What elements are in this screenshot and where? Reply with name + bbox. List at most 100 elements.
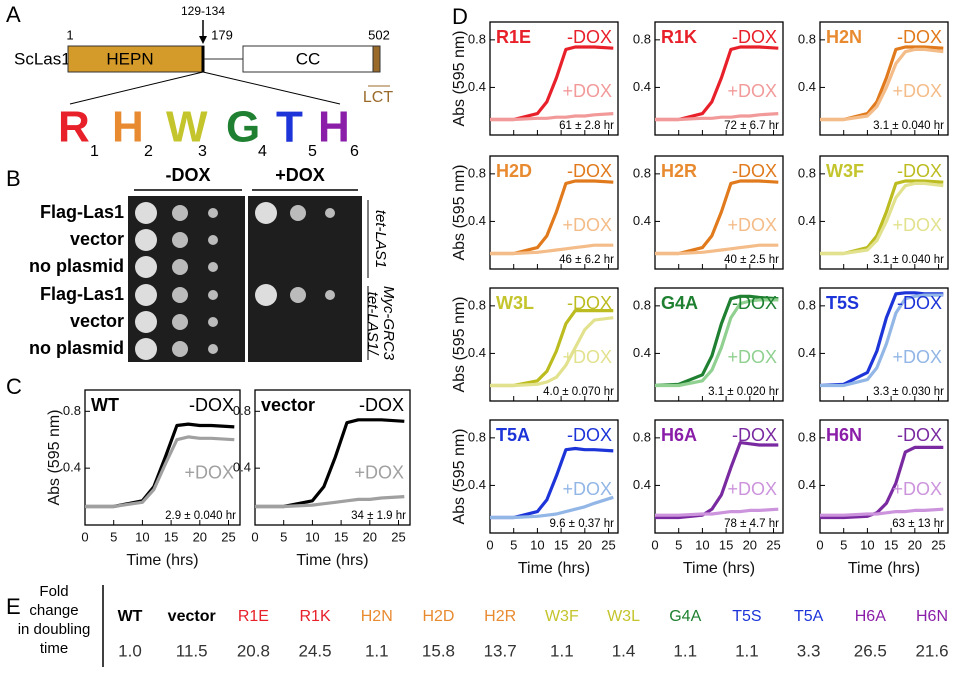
column-header: H2R bbox=[484, 608, 516, 625]
motif-index: 6 bbox=[350, 143, 359, 160]
column-header: R1K bbox=[300, 608, 331, 625]
doubling-time: 4.0 ± 0.070 hr bbox=[543, 386, 614, 398]
colony-spot bbox=[208, 208, 218, 218]
x-tick-label: 15 bbox=[334, 529, 348, 544]
y-tick-label: 0.4 bbox=[468, 477, 486, 492]
motif-letter: G bbox=[226, 103, 260, 152]
doubling-time: 40 ± 2.5 hr bbox=[724, 254, 779, 266]
strain-label: tet-LAS1/ bbox=[364, 292, 381, 356]
chart-name: H6A bbox=[661, 425, 697, 445]
strain-label: Myc-GRC3 bbox=[380, 286, 397, 361]
x-tick-label: 20 bbox=[908, 537, 922, 552]
colony-spot bbox=[135, 202, 157, 224]
doubling-time: 3.1 ± 0.020 hr bbox=[708, 386, 779, 398]
series-label: +DOX bbox=[562, 81, 612, 101]
series-label: -DOX bbox=[567, 27, 612, 47]
y-tick-label: 0.8 bbox=[798, 165, 816, 180]
colony-spot bbox=[172, 205, 188, 221]
doubling-time: 3.1 ± 0.040 hr bbox=[873, 254, 944, 266]
series-label: -DOX bbox=[897, 27, 942, 47]
growth-curve bbox=[655, 509, 778, 515]
figure: A ScLas1 HEPN CC 129-134 1 179 502 LCT R… bbox=[0, 0, 956, 677]
colony-spot bbox=[255, 284, 277, 306]
column-header: H2D bbox=[422, 608, 454, 625]
growth-curve bbox=[490, 497, 613, 517]
y-tick-label: 0.4 bbox=[468, 345, 486, 360]
y-axis-title: Abs (595 nm) bbox=[451, 296, 468, 392]
colony-spot bbox=[135, 284, 157, 306]
chart-name: vector bbox=[261, 395, 315, 415]
series-label: -DOX bbox=[359, 395, 404, 415]
y-axis-title: Abs (595 nm) bbox=[46, 409, 63, 505]
y-tick-label: 0.8 bbox=[468, 297, 486, 312]
row-header: in doubling bbox=[18, 621, 91, 638]
fold-change: 1.4 bbox=[612, 641, 636, 660]
y-tick-label: 0.4 bbox=[798, 477, 816, 492]
x-tick-label: 25 bbox=[221, 529, 235, 544]
colony-spot bbox=[208, 317, 218, 327]
column-header: W3F bbox=[545, 608, 579, 625]
x-tick-label: 10 bbox=[530, 537, 544, 552]
x-axis-title: Time (hrs) bbox=[126, 552, 198, 569]
chart-name: WT bbox=[91, 395, 119, 415]
colony-spot bbox=[135, 338, 157, 360]
series-label: +DOX bbox=[892, 347, 942, 367]
y-tick-label: 0.8 bbox=[63, 403, 81, 418]
growth-curve bbox=[655, 245, 778, 253]
chart-name: H2D bbox=[496, 161, 532, 181]
x-axis-title: Time (hrs) bbox=[848, 560, 920, 577]
series-label: +DOX bbox=[562, 479, 612, 499]
column-header: H6N bbox=[916, 608, 948, 625]
colony-spot bbox=[208, 344, 218, 354]
y-tick-label: 0.4 bbox=[63, 460, 81, 475]
x-tick-label: 5 bbox=[675, 537, 682, 552]
motif-index: 4 bbox=[258, 143, 267, 160]
y-tick-label: 0.8 bbox=[468, 31, 486, 46]
doubling-time: 63 ± 13 hr bbox=[892, 518, 944, 530]
panel-label: D bbox=[452, 4, 468, 29]
motif-letter: H bbox=[112, 103, 144, 152]
x-tick-label: 20 bbox=[363, 529, 377, 544]
x-tick-label: 10 bbox=[305, 529, 319, 544]
row-label: vector bbox=[70, 311, 124, 331]
column-header: H6A bbox=[855, 608, 886, 625]
colony-spot bbox=[172, 287, 188, 303]
chart-name: H2N bbox=[826, 27, 862, 47]
colony-spot bbox=[325, 290, 335, 300]
row-header: time bbox=[40, 640, 68, 657]
series-label: +DOX bbox=[892, 81, 942, 101]
domain-label: HEPN bbox=[106, 49, 153, 68]
series-label: -DOX bbox=[897, 293, 942, 313]
growth-curve bbox=[490, 114, 613, 120]
x-tick-label: 25 bbox=[931, 537, 945, 552]
column-header: WT bbox=[118, 608, 143, 625]
position: 1 bbox=[66, 27, 73, 42]
doubling-time: 3.1 ± 0.040 hr bbox=[873, 120, 944, 132]
colony-spot bbox=[172, 314, 188, 330]
panel-label: E bbox=[6, 594, 21, 619]
x-tick-label: 15 bbox=[719, 537, 733, 552]
x-tick-label: 0 bbox=[486, 537, 493, 552]
arrow-head bbox=[199, 36, 207, 44]
y-tick-label: 0.8 bbox=[798, 31, 816, 46]
y-tick-label: 0.8 bbox=[633, 429, 651, 444]
y-axis-title: Abs (595 nm) bbox=[451, 30, 468, 126]
y-tick-label: 0.4 bbox=[468, 79, 486, 94]
series-label: +DOX bbox=[892, 215, 942, 235]
fold-change: 26.5 bbox=[854, 641, 887, 660]
fold-change: 1.1 bbox=[673, 641, 697, 660]
doubling-time: 61 ± 2.8 hr bbox=[559, 120, 614, 132]
colony-spot bbox=[172, 232, 188, 248]
doubling-time: 78 ± 4.7 hr bbox=[724, 518, 779, 530]
lct-domain bbox=[373, 46, 380, 72]
chart-name: G4A bbox=[661, 293, 698, 313]
y-axis-title: Abs (595 nm) bbox=[451, 164, 468, 260]
x-tick-label: 15 bbox=[554, 537, 568, 552]
series-label: +DOX bbox=[727, 347, 777, 367]
y-tick-label: 0.8 bbox=[468, 429, 486, 444]
doubling-time: 72 ± 6.7 hr bbox=[724, 120, 779, 132]
y-tick-label: 0.4 bbox=[468, 213, 486, 228]
motif-index: 1 bbox=[90, 143, 99, 160]
condition: -DOX bbox=[166, 165, 211, 185]
motif-letter: T bbox=[276, 103, 303, 152]
